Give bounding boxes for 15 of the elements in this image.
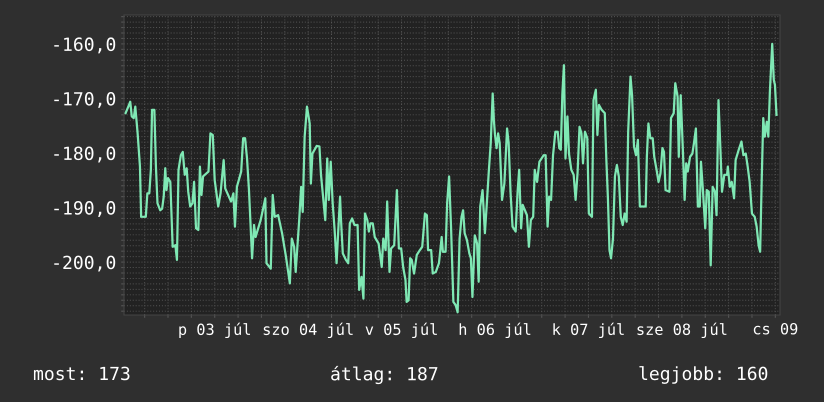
text: most: 173 bbox=[34, 366, 130, 380]
y-tick-label: -190,0 bbox=[54, 201, 116, 217]
x-tick-label: p 03 júl bbox=[179, 322, 250, 338]
y-tick-label: -180,0 bbox=[54, 146, 116, 162]
x-tick-label: h 06 júl bbox=[460, 322, 530, 338]
text: legjobb: 160 bbox=[639, 366, 768, 384]
x-tick-label: szo 04 júl bbox=[264, 322, 353, 338]
x-tick-label: v 05 júl bbox=[366, 322, 437, 338]
x-tick-label: k 07 júl bbox=[553, 322, 624, 338]
y-tick-label: -170,0 bbox=[54, 92, 116, 108]
y-tick-label: -200,0 bbox=[54, 256, 116, 272]
text: átlag: 187 bbox=[331, 366, 438, 384]
y-tick-label: -160,0 bbox=[54, 37, 116, 54]
x-tick-label: sze 08 júl bbox=[637, 322, 726, 338]
x-tick-label: cs 09 bbox=[754, 322, 798, 335]
